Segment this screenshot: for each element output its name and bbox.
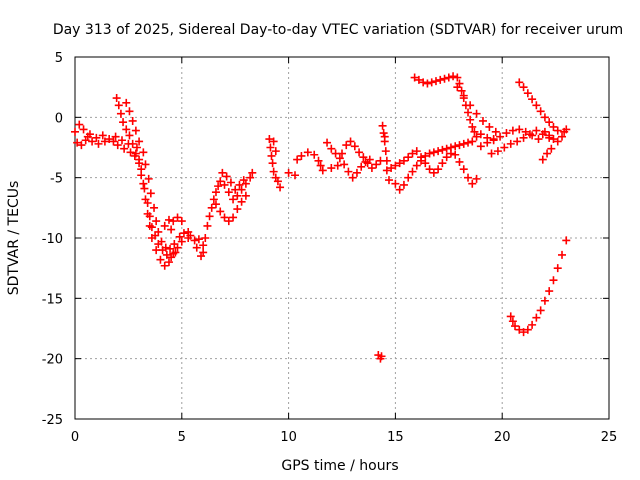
chart-title: Day 313 of 2025, Sidereal Day-to-day VTE… [53, 22, 623, 38]
x-tick-label: 10 [280, 430, 297, 445]
x-axis-title: GPS time / hours [281, 458, 398, 474]
y-tick-label: -25 [42, 413, 63, 428]
sdtvar-chart: Day 313 of 2025, Sidereal Day-to-day VTE… [0, 0, 640, 480]
y-axis-title: SDTVAR / TECUs [6, 181, 22, 296]
y-tick-label: -5 [50, 172, 63, 187]
y-tick-label: -20 [42, 353, 63, 368]
y-tick-label: -10 [42, 232, 63, 247]
y-tick-label: 5 [55, 51, 63, 66]
y-tick-label: 0 [55, 111, 63, 126]
x-tick-label: 20 [494, 430, 511, 445]
x-tick-label: 15 [387, 430, 404, 445]
y-tick-label: -15 [42, 292, 63, 307]
chart-background [0, 0, 640, 480]
x-tick-label: 25 [601, 430, 618, 445]
x-tick-label: 0 [71, 430, 79, 445]
x-tick-label: 5 [178, 430, 186, 445]
